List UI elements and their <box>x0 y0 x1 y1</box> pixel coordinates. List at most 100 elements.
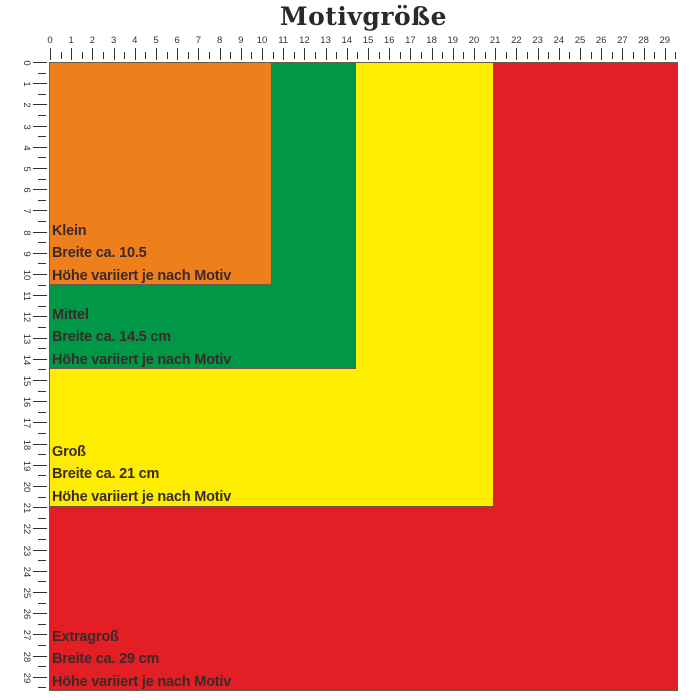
ruler-tick-top <box>537 48 539 60</box>
ruler-tick-left <box>33 189 47 191</box>
ruler-tick-left <box>33 592 47 593</box>
ruler-tick-top <box>421 52 422 59</box>
label-extragross: Extragroß Breite ca. 29 cm Höhe variiert… <box>52 626 231 693</box>
ruler-tick-top <box>622 48 624 60</box>
size-name: Mittel <box>52 307 89 323</box>
ruler-label-left: 26 <box>21 608 32 620</box>
ruler-label-left: 7 <box>21 208 32 215</box>
ruler-tick-top <box>81 52 83 59</box>
ruler-tick-top <box>346 48 348 60</box>
ruler-tick-top <box>654 52 656 59</box>
ruler-label-left: 6 <box>21 187 32 193</box>
size-name: Groß <box>52 444 86 460</box>
ruler-tick-left <box>38 475 46 477</box>
ruler-label-top: 8 <box>216 35 223 46</box>
ruler-tick-left <box>38 687 46 689</box>
ruler-tick-top <box>643 48 645 60</box>
ruler-label-left: 28 <box>21 651 32 662</box>
ruler-tick-left <box>33 83 47 85</box>
ruler-tick-left <box>38 433 46 434</box>
ruler-tick-left <box>33 146 47 148</box>
ruler-tick-left <box>38 602 46 604</box>
ruler-tick-left <box>33 337 47 339</box>
ruler-tick-top <box>134 48 136 60</box>
ruler-tick-left <box>38 517 46 519</box>
ruler-tick-top <box>60 52 62 59</box>
ruler-tick-left <box>33 104 47 106</box>
size-width: Breite ca. 10.5 <box>52 245 147 262</box>
ruler-tick-left <box>38 72 46 74</box>
size-name: Klein <box>52 223 87 239</box>
ruler-label-top: 20 <box>468 35 480 46</box>
ruler-label-left: 16 <box>21 396 32 408</box>
ruler-tick-top <box>283 48 285 60</box>
ruler-tick-top <box>336 52 338 59</box>
ruler-tick-left <box>38 666 46 668</box>
ruler-tick-left <box>38 327 46 328</box>
ruler-tick-left <box>33 125 47 127</box>
ruler-label-top: 13 <box>320 35 331 46</box>
ruler-tick-left <box>38 623 46 625</box>
label-klein: Klein Breite ca. 10.5 Höhe variiert je n… <box>52 220 231 287</box>
ruler-label-left: 19 <box>21 460 32 472</box>
ruler-tick-top <box>378 52 380 59</box>
ruler-tick-top <box>145 52 147 59</box>
page-title: Motivgröße <box>279 2 448 31</box>
ruler-tick-top <box>495 48 497 60</box>
ruler-tick-left <box>38 199 46 201</box>
ruler-tick-left <box>33 443 47 445</box>
ruler-tick-left <box>33 316 47 318</box>
ruler-tick-left <box>38 454 46 456</box>
ruler-label-left: 21 <box>21 502 32 514</box>
ruler-label-left: 24 <box>21 566 32 578</box>
ruler-tick-left <box>33 358 47 360</box>
ruler-tick-left <box>33 210 47 212</box>
ruler-tick-top <box>516 48 518 60</box>
ruler-tick-left <box>38 93 46 95</box>
ruler-tick-top <box>124 52 126 59</box>
ruler-tick-top <box>527 52 528 59</box>
ruler-label-left: 23 <box>21 545 32 556</box>
ruler-tick-top <box>580 48 581 60</box>
ruler-label-top: 17 <box>405 35 416 46</box>
ruler-label-top: 23 <box>532 35 543 46</box>
ruler-label-top: 21 <box>489 35 501 46</box>
size-width: Breite ca. 14.5 cm <box>52 329 171 346</box>
ruler-tick-left <box>38 581 46 583</box>
ruler-label-left: 17 <box>21 418 32 429</box>
ruler-tick-left <box>33 528 47 530</box>
ruler-tick-top <box>558 48 560 60</box>
ruler-label-left: 2 <box>21 102 32 109</box>
ruler-label-left: 10 <box>21 269 32 281</box>
ruler-label-top: 14 <box>341 35 353 46</box>
ruler-label-left: 5 <box>21 166 32 172</box>
ruler-tick-top <box>219 48 221 60</box>
ruler-tick-left <box>38 242 46 244</box>
ruler-tick-left <box>33 380 47 381</box>
ruler-tick-top <box>399 52 401 59</box>
ruler-tick-left <box>33 655 47 657</box>
ruler-tick-top <box>357 52 359 59</box>
ruler-label-left: 18 <box>21 439 32 450</box>
ruler-tick-top <box>71 48 73 60</box>
size-height: Höhe variiert je nach Motiv <box>52 351 232 368</box>
size-name: Extragroß <box>52 629 119 645</box>
ruler-tick-top <box>431 48 433 60</box>
ruler-tick-top <box>442 52 444 59</box>
size-height: Höhe variiert je nach Motiv <box>52 488 232 505</box>
ruler-tick-top <box>590 52 592 59</box>
ruler-tick-top <box>569 52 571 59</box>
ruler-tick-top <box>611 52 613 59</box>
ruler-tick-top <box>548 52 550 59</box>
ruler-tick-top <box>484 52 486 59</box>
ruler-tick-left <box>38 263 46 265</box>
ruler-label-top: 16 <box>383 35 395 46</box>
ruler-label-left: 14 <box>21 354 32 366</box>
ruler-label-top: 5 <box>153 35 159 46</box>
ruler-label-top: 27 <box>617 35 628 46</box>
ruler-tick-left <box>33 231 47 233</box>
ruler-tick-left <box>33 486 47 487</box>
ruler-tick-top <box>166 52 168 59</box>
ruler-tick-top <box>177 48 179 60</box>
